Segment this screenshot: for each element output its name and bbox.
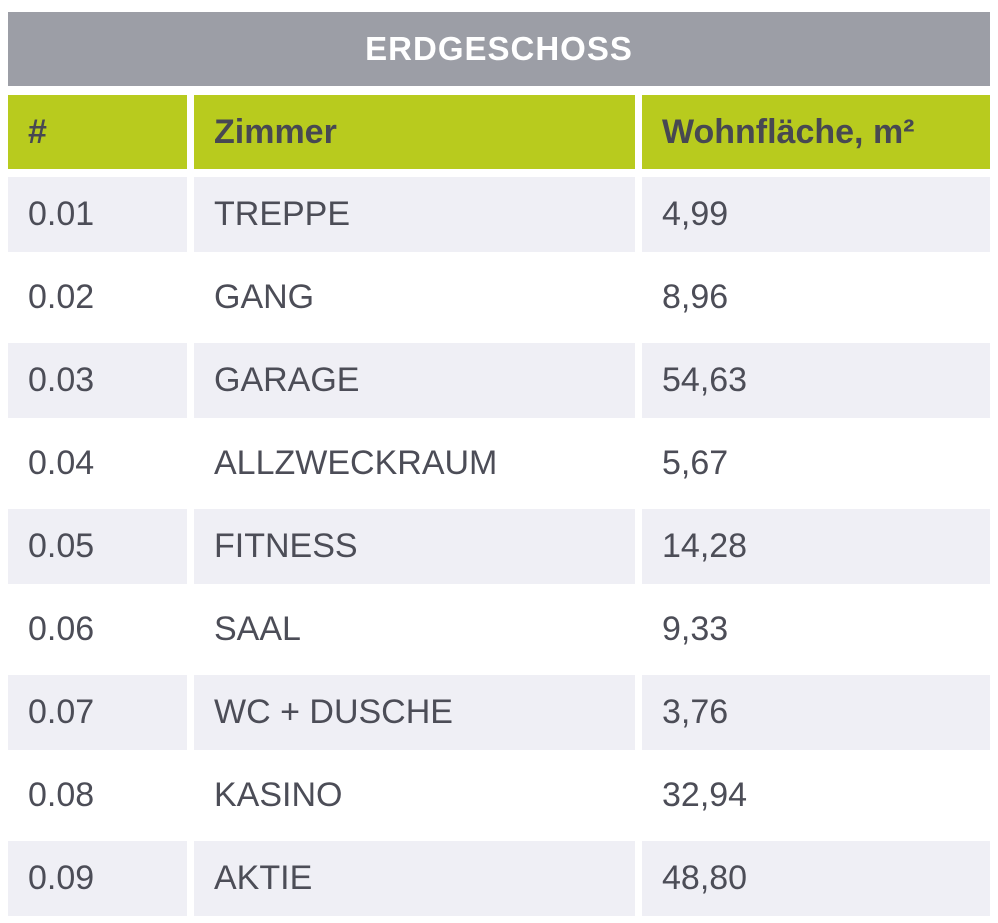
table-row: 0.05 FITNESS 14,28 — [8, 509, 990, 584]
row-area: 8,96 — [642, 260, 990, 335]
row-area: 5,67 — [642, 426, 990, 501]
row-number: 0.02 — [8, 260, 187, 335]
row-room: ALLZWECKRAUM — [194, 426, 635, 501]
row-room: GARAGE — [194, 343, 635, 418]
row-area: 32,94 — [642, 758, 990, 833]
room-table: ERDGESCHOSS # Zimmer Wohnfläche, m² 0.01… — [8, 12, 990, 916]
row-number: 0.09 — [8, 841, 187, 916]
row-number: 0.05 — [8, 509, 187, 584]
row-area: 54,63 — [642, 343, 990, 418]
table-header-row: # Zimmer Wohnfläche, m² — [8, 95, 990, 169]
row-number: 0.08 — [8, 758, 187, 833]
header-room: Zimmer — [194, 95, 635, 169]
row-room: WC + DUSCHE — [194, 675, 635, 750]
row-number: 0.03 — [8, 343, 187, 418]
table-row: 0.04 ALLZWECKRAUM 5,67 — [8, 426, 990, 501]
row-room: TREPPE — [194, 177, 635, 252]
row-area: 9,33 — [642, 592, 990, 667]
row-area: 4,99 — [642, 177, 990, 252]
row-room: FITNESS — [194, 509, 635, 584]
table-title: ERDGESCHOSS — [8, 12, 990, 86]
row-area: 48,80 — [642, 841, 990, 916]
table-row: 0.09 AKTIE 48,80 — [8, 841, 990, 916]
row-area: 14,28 — [642, 509, 990, 584]
row-room: SAAL — [194, 592, 635, 667]
table-row: 0.01 TREPPE 4,99 — [8, 177, 990, 252]
table-row: 0.07 WC + DUSCHE 3,76 — [8, 675, 990, 750]
row-number: 0.07 — [8, 675, 187, 750]
table-row: 0.02 GANG 8,96 — [8, 260, 990, 335]
row-area: 3,76 — [642, 675, 990, 750]
table-row: 0.06 SAAL 9,33 — [8, 592, 990, 667]
table-body: 0.01 TREPPE 4,99 0.02 GANG 8,96 0.03 GARAGE 54,6… — [8, 177, 990, 916]
row-room: AKTIE — [194, 841, 635, 916]
row-number: 0.06 — [8, 592, 187, 667]
header-area: Wohnfläche, m² — [642, 95, 990, 169]
header-number: # — [8, 95, 187, 169]
row-room: KASINO — [194, 758, 635, 833]
row-room: GANG — [194, 260, 635, 335]
row-number: 0.04 — [8, 426, 187, 501]
table-row: 0.08 KASINO 32,94 — [8, 758, 990, 833]
row-number: 0.01 — [8, 177, 187, 252]
table-row: 0.03 GARAGE 54,63 — [8, 343, 990, 418]
